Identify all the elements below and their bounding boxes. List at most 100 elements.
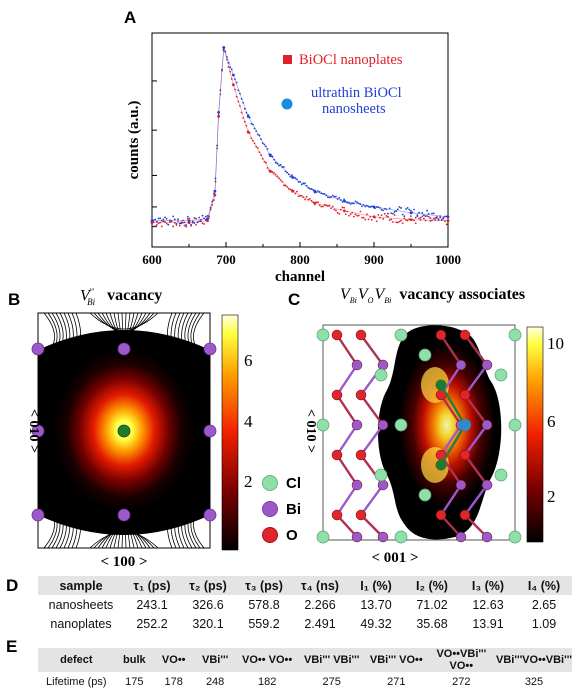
bond xyxy=(464,454,488,486)
sample-dot xyxy=(315,191,318,194)
sample-dot xyxy=(421,211,424,214)
header-cell: τ₂ (ps) xyxy=(180,576,236,595)
sample-dot xyxy=(422,214,425,217)
table-cell: 559.2 xyxy=(248,616,280,631)
sample-dot xyxy=(265,161,267,164)
data-point xyxy=(206,217,209,221)
o-atom xyxy=(331,449,343,461)
sample-dot xyxy=(211,200,214,203)
cl-atom xyxy=(418,488,432,502)
sample-dot xyxy=(154,218,157,221)
bi-atom xyxy=(481,479,493,491)
bi-atom xyxy=(351,359,363,371)
sample-dot xyxy=(186,215,189,218)
sample-dot xyxy=(377,213,380,216)
cl-atom xyxy=(374,368,388,382)
sample-dot xyxy=(154,225,157,227)
sample-dot xyxy=(426,209,429,212)
sample-dot xyxy=(182,221,184,224)
sample-dot xyxy=(312,189,315,191)
sample-dot xyxy=(167,223,170,226)
sample-dot xyxy=(278,177,280,180)
table-e-header-row: defect bulk VO•• VBi''' VO•• VO•• VBi'''… xyxy=(38,648,572,672)
sample-dot xyxy=(354,213,357,216)
panel-c-figure: 10 6 2 < 001 > < 010 > xyxy=(303,324,564,566)
sample-dot xyxy=(379,207,381,209)
sample-dot xyxy=(382,218,385,220)
sample-dot xyxy=(268,169,271,172)
cbar-c-tick-6: 6 xyxy=(547,412,556,431)
cl-atom xyxy=(316,418,330,432)
panel-c-letter: C xyxy=(288,290,301,309)
table-cell: 248 xyxy=(205,675,225,688)
legend-cl: Cl xyxy=(262,470,301,496)
sample-dot xyxy=(362,216,365,219)
x-tick-label: 1000 xyxy=(435,252,461,267)
sample-dot xyxy=(395,221,398,224)
bi-atom xyxy=(455,531,467,543)
sample-dot xyxy=(401,222,404,225)
sample-dot xyxy=(409,215,412,218)
sample-dot xyxy=(229,70,232,73)
sample-dot xyxy=(292,189,295,192)
sample-dot xyxy=(444,215,446,218)
sample-dot xyxy=(318,204,321,207)
sample-dot xyxy=(387,212,389,215)
sample-dot xyxy=(225,58,228,61)
sample-dot xyxy=(203,223,205,225)
table-cell: nanoplates xyxy=(50,616,112,631)
sample-dot xyxy=(165,222,168,225)
table-cell: 2.266 xyxy=(304,597,336,612)
sample-dot xyxy=(248,132,251,134)
sample-dot xyxy=(307,198,310,201)
sample-dot xyxy=(354,200,357,203)
sample-dot xyxy=(291,174,293,177)
sample-dot xyxy=(224,50,227,53)
sample-dot xyxy=(304,182,306,185)
sample-dot xyxy=(333,195,336,198)
table-cell: 12.63 xyxy=(472,597,504,612)
panel-c-heatmap xyxy=(399,343,495,507)
sample-dot xyxy=(393,211,396,213)
panel-c-colorbar xyxy=(526,326,544,543)
bond xyxy=(360,394,384,426)
o-atom xyxy=(355,509,367,521)
sample-dot xyxy=(235,81,238,84)
sample-dot xyxy=(396,221,399,224)
sample-dot xyxy=(299,194,302,197)
sample-dot xyxy=(338,196,341,199)
sample-dot xyxy=(436,216,438,219)
bi-atom xyxy=(117,508,131,522)
sample-dot xyxy=(369,206,372,209)
sample-dot xyxy=(364,218,367,221)
sample-dot xyxy=(227,61,230,64)
sample-dot xyxy=(188,219,191,222)
sample-dot xyxy=(408,208,411,211)
bond xyxy=(440,484,462,516)
o-atom xyxy=(435,509,447,521)
series-nanoplates xyxy=(150,46,450,228)
sample-dot xyxy=(193,217,196,219)
sample-dot xyxy=(383,207,386,210)
cl-atom xyxy=(394,418,408,432)
o-atom xyxy=(355,329,367,341)
table-cell: 13.70 xyxy=(360,597,392,612)
bi-atom xyxy=(455,479,467,491)
sample-dot xyxy=(243,107,246,110)
sample-dot xyxy=(182,219,184,222)
panel-a-chart: 600 700 800 900 1000 channel counts (a.u.) BiOC… xyxy=(126,32,461,285)
sample-dot xyxy=(317,201,319,204)
sample-dot xyxy=(422,217,425,220)
sample-dot xyxy=(401,213,404,216)
sample-dot xyxy=(302,182,305,185)
sample-dot xyxy=(349,213,352,215)
o-atom xyxy=(459,329,471,341)
sample-dot xyxy=(445,215,448,218)
bond xyxy=(464,484,488,516)
cl-atom xyxy=(494,468,508,482)
cl-atom xyxy=(394,530,408,544)
sample-dot xyxy=(426,215,429,217)
table-e-letter: E xyxy=(6,637,18,656)
table-cell: 326.6 xyxy=(192,597,224,612)
sample-dot xyxy=(203,217,205,220)
